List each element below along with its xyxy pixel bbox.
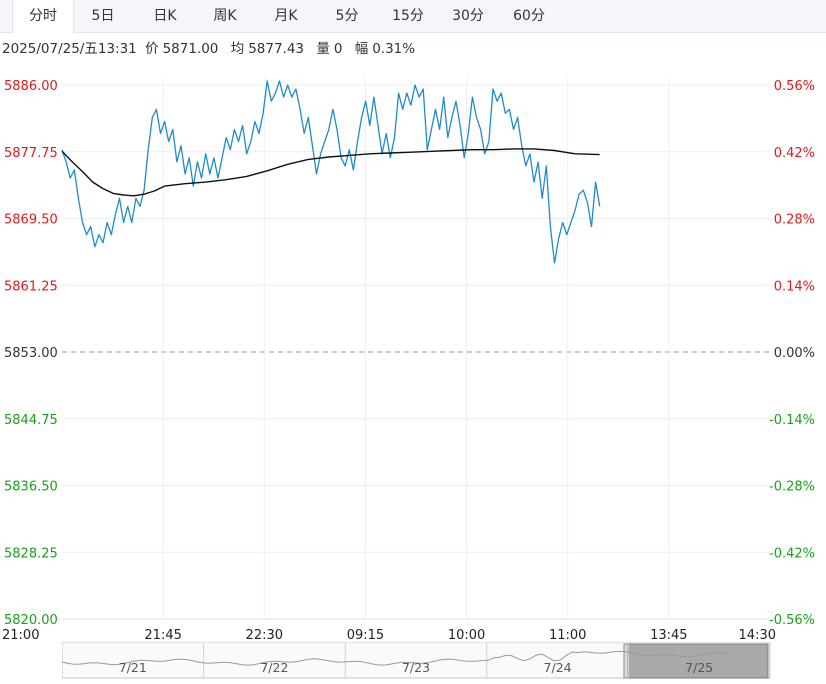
info-price-label: 价 [145, 41, 159, 57]
navigator-trend-line [62, 650, 729, 666]
x-tick-label: 10:00 [448, 628, 485, 642]
y-tick-label: 5861.25 [4, 279, 58, 294]
navigator-handle-left[interactable] [623, 643, 629, 679]
tab-3[interactable]: 周K [213, 8, 237, 24]
intraday-chart[interactable]: 5886.00 0.56% 5877.75 0.42% 5869.50 0.28% 5861… [0, 70, 826, 642]
pct-tick-label: 0.28% [774, 213, 815, 228]
tab-1[interactable]: 5日 [91, 8, 115, 24]
price-line [61, 80, 601, 264]
tab-6[interactable]: 15分 [392, 8, 424, 24]
navigator-date-label: 7/25 [685, 660, 713, 675]
pct-tick-label: -0.42% [769, 546, 815, 561]
info-volume: 0 [333, 41, 343, 57]
pct-tick-label: -0.28% [769, 480, 815, 495]
navigator-date-label: 7/22 [260, 660, 288, 675]
y-tick-label: 5853.00 [4, 346, 58, 361]
date-navigator[interactable]: 7/21 7/22 7/23 7/24 7/25 [62, 642, 774, 680]
tab-8[interactable]: 60分 [513, 8, 545, 24]
info-change-label: 幅 [354, 41, 369, 57]
period-tab-bar: 分时 5日 日K 周K 月K 5分 15分 30分 60分 [0, 0, 826, 33]
info-price: 5871.00 [162, 41, 219, 57]
tab-0[interactable]: 分时 [12, 0, 74, 33]
pct-tick-label: 0.42% [774, 146, 815, 161]
x-tick-label: 09:15 [347, 628, 384, 642]
info-avg: 5877.43 [248, 41, 305, 57]
navigator-date-label: 7/23 [402, 660, 430, 675]
info-change: 0.31% [372, 41, 416, 57]
x-tick-label: 21:00 [2, 628, 39, 642]
info-datetime: 2025/07/25/五13:31 [2, 41, 137, 57]
x-tick-label: 22:30 [246, 628, 283, 642]
navigator-date-label: 7/24 [544, 660, 572, 675]
tab-5[interactable]: 5分 [335, 8, 359, 24]
navigator-date-label: 7/21 [119, 660, 147, 675]
x-tick-label: 14:30 [739, 628, 776, 642]
y-tick-label: 5828.25 [4, 546, 58, 561]
info-avg-label: 均 [230, 41, 245, 57]
x-tick-label: 21:45 [144, 628, 181, 642]
y-tick-label: 5886.00 [4, 79, 58, 94]
y-tick-label: 5836.50 [4, 480, 58, 495]
y-tick-label: 5844.75 [4, 413, 58, 428]
info-volume-label: 量 [316, 41, 330, 57]
tab-2[interactable]: 日K [153, 8, 177, 24]
tab-7[interactable]: 30分 [452, 8, 484, 24]
y-tick-label: 5869.50 [4, 213, 58, 228]
x-tick-label: 11:00 [549, 628, 586, 642]
average-line [61, 148, 600, 197]
pct-tick-label: 0.00% [774, 346, 815, 361]
pct-tick-label: -0.14% [769, 413, 815, 428]
pct-tick-label: -0.56% [769, 613, 815, 628]
tab-4[interactable]: 月K [274, 8, 298, 24]
y-tick-label: 5877.75 [4, 146, 58, 161]
x-tick-label: 13:45 [650, 628, 687, 642]
pct-tick-label: 0.14% [774, 279, 815, 294]
pct-tick-label: 0.56% [774, 79, 815, 94]
y-tick-label: 5820.00 [4, 613, 58, 628]
